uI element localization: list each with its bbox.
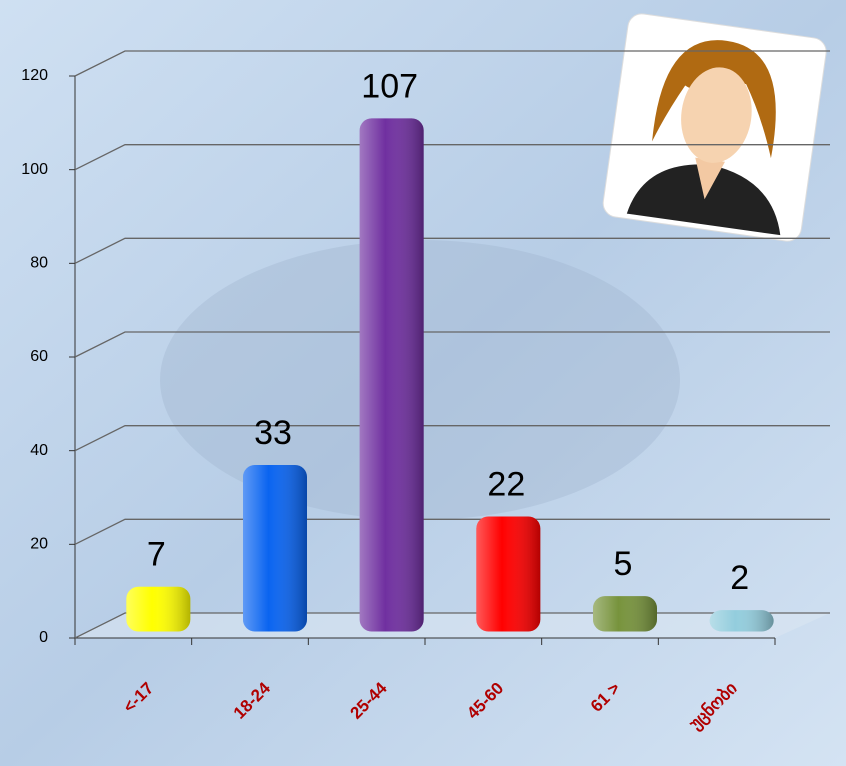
y-tick-label: 100 xyxy=(21,161,48,178)
grid-line xyxy=(74,425,830,452)
y-tick-label: 0 xyxy=(39,629,48,646)
value-label: 33 xyxy=(254,414,292,452)
value-label: 2 xyxy=(730,559,749,597)
y-tick-label: 40 xyxy=(30,442,48,459)
grid-line xyxy=(74,518,830,545)
grid-line xyxy=(74,144,830,171)
bar-shade xyxy=(593,596,657,632)
y-tick-label: 60 xyxy=(30,348,48,365)
bar-shade xyxy=(709,610,774,632)
bar-shade xyxy=(126,586,191,632)
avatar xyxy=(602,13,827,242)
y-tick-label: 20 xyxy=(30,536,48,553)
grid-line xyxy=(74,331,830,358)
value-label: 22 xyxy=(487,465,525,503)
value-label: 107 xyxy=(361,67,418,105)
y-tick-label: 80 xyxy=(30,255,48,272)
grid-line xyxy=(74,50,830,77)
value-label: 7 xyxy=(147,536,166,574)
bar-shade xyxy=(476,516,541,632)
bar-shade xyxy=(359,118,424,632)
bar-shade xyxy=(243,464,307,632)
y-tick-label: 120 xyxy=(21,67,48,84)
value-label: 5 xyxy=(614,545,633,583)
grid-line xyxy=(74,237,830,264)
